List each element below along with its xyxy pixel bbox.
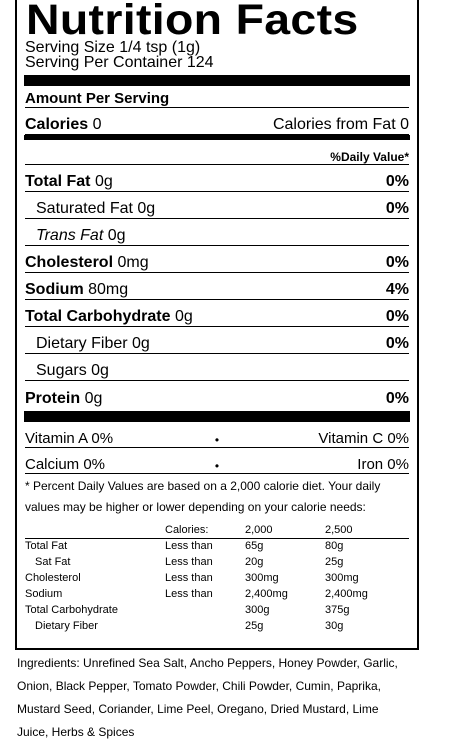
nutrient-value: 0g <box>132 335 150 352</box>
table-header-cell <box>25 518 165 539</box>
bullet-separator: • <box>214 459 220 473</box>
nutrient-value: 0g <box>91 362 109 379</box>
table-cell: 2,400mg <box>245 588 288 600</box>
nutrient-label: Dietary Fiber <box>36 335 128 352</box>
nutrient-percent: 0% <box>385 173 409 190</box>
nutrient-label: Saturated Fat <box>36 200 133 217</box>
daily-value-table: Calories: 2,000 2,500 Total Fat Less tha… <box>25 518 409 635</box>
table-cell: Sat Fat <box>35 556 71 568</box>
nutrient-label: Cholesterol <box>25 254 114 271</box>
nutrient-label: Total Carbohydrate <box>25 308 171 325</box>
table-header-cell: 2,000 <box>245 524 273 536</box>
nutrient-row-protein: Protein 0g 0% <box>25 381 409 408</box>
nutrient-label: Sodium <box>25 281 84 298</box>
nutrient-label: Sugars <box>36 362 87 379</box>
table-cell: 300mg <box>325 572 359 584</box>
table-cell: 300mg <box>245 572 279 584</box>
nutrient-label: Protein <box>25 390 81 407</box>
table-cell: Total Carbohydrate <box>25 604 118 616</box>
nutrient-percent: 4% <box>385 281 409 298</box>
thick-divider <box>24 75 410 86</box>
nutrient-value: 0g <box>137 200 156 217</box>
amount-per-serving-row: Amount Per Serving <box>25 86 409 108</box>
nutrient-row-dietary-fiber: Dietary Fiber 0g 0% <box>25 327 409 354</box>
table-row: Total Carbohydrate 300g 375g <box>25 603 409 619</box>
calcium: Calcium 0% <box>25 456 106 473</box>
table-cell: 25g <box>245 620 264 632</box>
nutrient-percent: 0% <box>385 390 409 407</box>
nutrient-percent: 0% <box>385 200 409 217</box>
table-cell: 80g <box>325 538 409 555</box>
nutrient-label: Total Fat <box>25 173 91 190</box>
amount-per-serving: Amount Per Serving <box>25 90 170 107</box>
mineral-row: Calcium 0% • Iron 0% <box>25 448 409 474</box>
nutrient-value: 0g <box>84 390 103 407</box>
nutrient-value: 0g <box>94 173 113 190</box>
nutrient-row-total-fat: Total Fat 0g 0% <box>25 165 409 192</box>
nutrient-row-cholesterol: Cholesterol 0mg 0% <box>25 246 409 273</box>
daily-value-header: %Daily Value* <box>330 150 409 164</box>
thick-divider <box>24 411 410 422</box>
table-cell: Cholesterol <box>25 572 81 584</box>
table-cell: Total Fat <box>25 538 165 555</box>
calories-row: Calories 0 Calories from Fat 0 <box>25 108 409 135</box>
table-cell: Dietary Fiber <box>35 620 98 632</box>
nutrient-row-saturated-fat: Saturated Fat 0g 0% <box>25 192 409 219</box>
nutrient-row-sodium: Sodium 80mg 4% <box>25 273 409 300</box>
serving-size: Serving Size 1/4 tsp (1g) <box>25 39 201 56</box>
table-header-cell: Calories: <box>165 524 209 536</box>
nutrient-row-total-carbohydrate: Total Carbohydrate 0g 0% <box>25 300 409 327</box>
daily-value-table-header: Calories: 2,000 2,500 <box>25 518 409 539</box>
nutrient-row-sugars: Sugars 0g <box>25 354 409 381</box>
table-cell: Sodium <box>25 588 63 600</box>
nutrient-value: 0g <box>107 227 126 244</box>
table-cell: 375g <box>325 604 350 616</box>
ingredients-list: Ingredients: Unrefined Sea Salt, Ancho P… <box>17 656 398 739</box>
daily-value-header-row: %Daily Value* <box>25 140 409 165</box>
medium-divider <box>24 135 410 140</box>
table-row: Cholesterol Less than 300mg 300mg <box>25 571 409 587</box>
servings-per-container: Serving Per Container 124 <box>25 54 214 71</box>
table-cell: 25g <box>325 556 344 568</box>
table-row: Sat Fat Less than 20g 25g <box>25 555 409 571</box>
calories-from-fat: Calories from Fat 0 <box>272 116 409 133</box>
nutrient-value: 0g <box>174 308 193 325</box>
table-cell: 65g <box>245 538 325 555</box>
daily-value-footnote: * Percent Daily Values are based on a 2,… <box>25 479 381 514</box>
table-cell: 30g <box>325 620 344 632</box>
table-cell: 2,400mg <box>325 588 368 600</box>
nutrient-value: 80mg <box>88 281 129 298</box>
table-header-cell: 2,500 <box>325 524 353 536</box>
bullet-separator: • <box>214 433 220 447</box>
table-cell: Less than <box>165 556 213 568</box>
nutrition-label: Nutrition Facts Serving Size 1/4 tsp (1g… <box>15 0 419 650</box>
vitamin-c: Vitamin C 0% <box>318 430 409 447</box>
table-row: Sodium Less than 2,400mg 2,400mg <box>25 587 409 603</box>
table-cell: 300g <box>245 604 270 616</box>
nutrient-row-trans-fat: Trans Fat 0g <box>25 219 409 246</box>
calories-label: Calories <box>25 116 89 133</box>
table-cell: Less than <box>165 572 213 584</box>
table-cell: Less than <box>165 538 245 555</box>
iron: Iron 0% <box>357 456 409 473</box>
table-cell: Less than <box>165 588 213 600</box>
vitamin-a: Vitamin A 0% <box>25 430 114 447</box>
vitamin-row: Vitamin A 0% • Vitamin C 0% <box>25 422 409 448</box>
table-row: Total Fat Less than 65g 80g <box>25 538 409 555</box>
table-row: Dietary Fiber 25g 30g <box>25 619 409 635</box>
nutrient-percent: 0% <box>385 308 409 325</box>
label-title: Nutrition Facts <box>26 0 359 44</box>
nutrient-value: 0mg <box>117 254 149 271</box>
table-cell <box>165 619 245 635</box>
table-cell <box>165 603 245 619</box>
calories-value: 0 <box>92 116 102 133</box>
nutrient-percent: 0% <box>385 335 409 352</box>
table-cell: 20g <box>245 556 264 568</box>
nutrient-percent: 0% <box>385 254 409 271</box>
nutrient-label: Trans Fat <box>36 227 104 244</box>
